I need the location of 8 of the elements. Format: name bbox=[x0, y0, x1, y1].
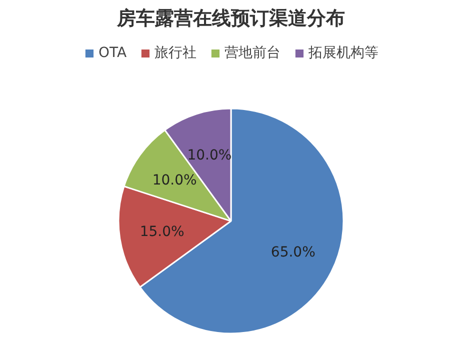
data-label: 65.0% bbox=[270, 244, 316, 260]
data-label: 15.0% bbox=[140, 224, 184, 240]
legend-label: 旅行社 bbox=[154, 44, 197, 62]
chart-title: 房车露营在线预订渠道分布 bbox=[116, 8, 345, 30]
legend-label: 拓展机构等 bbox=[308, 44, 379, 62]
data-label: 10.0% bbox=[152, 172, 197, 189]
legend-label: OTA bbox=[98, 45, 127, 61]
legend-label: 营地前台 bbox=[224, 44, 281, 62]
